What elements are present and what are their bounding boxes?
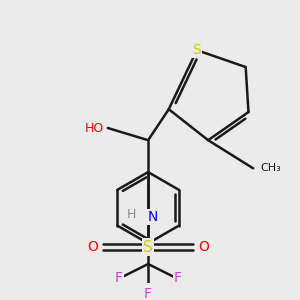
Text: S: S [193,43,201,57]
Text: F: F [144,286,152,300]
Text: HO: HO [85,122,104,134]
Text: F: F [115,271,123,285]
Text: F: F [174,271,182,285]
Text: H: H [127,208,136,221]
Text: CH₃: CH₃ [260,163,281,173]
Text: O: O [198,240,209,254]
Text: S: S [143,240,153,255]
Text: O: O [87,240,98,254]
Text: N: N [147,210,158,224]
